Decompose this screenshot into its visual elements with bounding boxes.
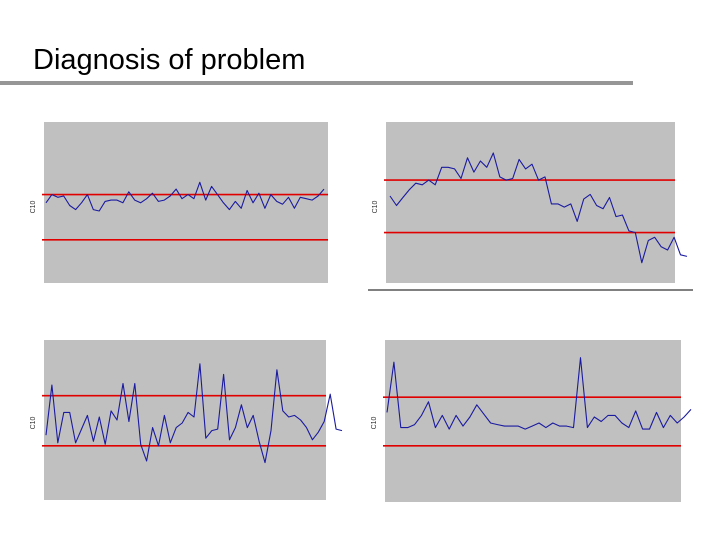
series-line [45, 363, 343, 464]
control-chart-bottom-right: C10 [371, 340, 692, 502]
plot-background [385, 340, 681, 502]
y-axis-label: C10 [371, 416, 378, 429]
plot-background [386, 122, 675, 283]
series-line [386, 357, 692, 430]
y-axis-label: C10 [372, 200, 379, 213]
control-chart-top-left: C10 [30, 122, 328, 283]
plot-background [44, 122, 328, 283]
series-line [45, 181, 325, 212]
y-axis-label: C10 [30, 200, 37, 213]
plot-background [44, 340, 326, 500]
series-line [389, 152, 688, 264]
title-underline [0, 81, 633, 85]
control-chart-top-right: C10 [368, 122, 693, 291]
slide-title: Diagnosis of problem [33, 44, 306, 76]
y-axis-label: C10 [30, 416, 37, 429]
control-chart-bottom-left: C10 [30, 340, 343, 500]
